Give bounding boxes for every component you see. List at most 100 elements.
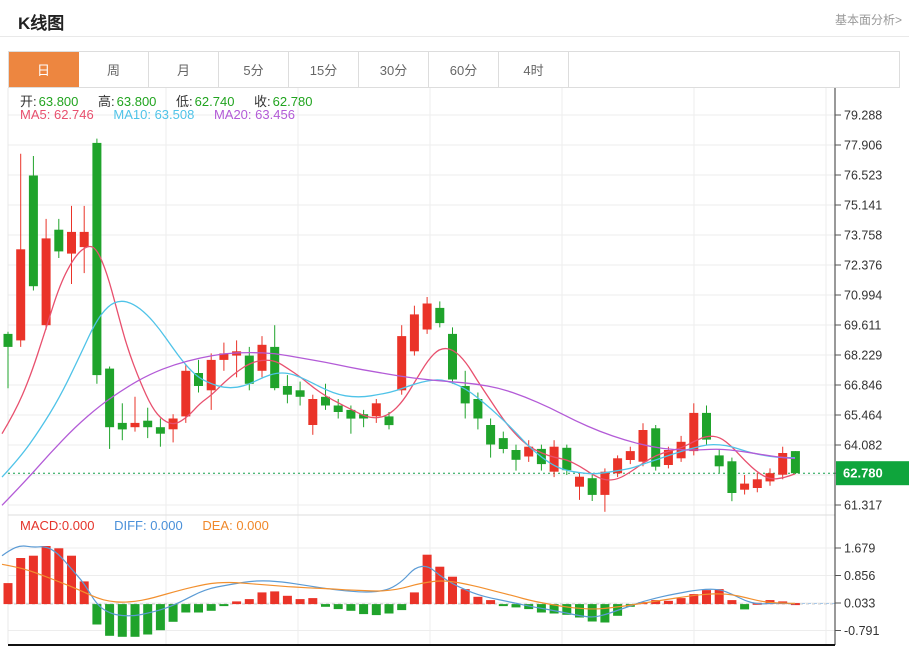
ma10-line: [1, 300, 795, 478]
candle: [41, 238, 51, 326]
interval-tab-bar: 日周月 5分 15分 30分 60分 4时: [8, 51, 900, 88]
macd-bar: [397, 604, 407, 611]
macd-bar: [486, 600, 496, 605]
candle: [384, 416, 394, 426]
y-axis: 79.288 77.906 76.523 75.141 73.758 72.376 70.9…: [834, 88, 882, 645]
candle: [524, 446, 534, 457]
candle: [28, 175, 38, 287]
main-tick-label: 65.464: [844, 409, 882, 423]
candle: [3, 333, 13, 347]
candle: [397, 336, 407, 391]
current-price-badge: 62.780: [835, 461, 909, 486]
candle: [790, 451, 800, 474]
kline-chart-canvas[interactable]: 79.288 77.906 76.523 75.141 73.758 72.376 70.9…: [0, 88, 909, 648]
tab-month[interactable]: 月: [149, 52, 219, 87]
candle: [105, 368, 115, 428]
macd-bar: [359, 604, 369, 615]
candle: [549, 446, 559, 472]
candle: [282, 386, 292, 395]
candle: [460, 386, 470, 404]
macd-tick-label: 0.856: [844, 569, 875, 583]
candle: [562, 447, 572, 471]
main-tick-label: 69.611: [844, 319, 881, 333]
macd-bar: [422, 554, 432, 605]
candle: [613, 458, 623, 474]
candle: [702, 412, 711, 440]
candle: [575, 476, 584, 487]
macd-bar: [181, 604, 191, 613]
candle: [752, 479, 762, 488]
macd-bar: [54, 548, 64, 605]
tab-week[interactable]: 周: [79, 52, 149, 87]
macd-bar: [41, 546, 51, 605]
candle: [714, 455, 724, 467]
tab-5min[interactable]: 5分: [219, 52, 289, 87]
candle: [155, 427, 165, 434]
dea-line: [1, 563, 796, 610]
main-tick-label: 79.288: [844, 109, 882, 123]
macd-bar: [689, 594, 699, 605]
candle: [409, 314, 419, 352]
main-tick-label: 70.994: [844, 289, 882, 303]
candle: [625, 451, 635, 460]
macd-bar: [587, 604, 597, 622]
candle: [219, 353, 229, 360]
chart-area: 79.288 77.906 76.523 75.141 73.758 72.376 70.9…: [0, 88, 909, 648]
macd-bar: [676, 598, 686, 605]
main-tick-label: 72.376: [844, 259, 882, 273]
candle: [308, 399, 318, 425]
macd-tick-label: -0.791: [844, 624, 879, 638]
svg-text:62.780: 62.780: [843, 466, 883, 481]
candle: [16, 249, 26, 341]
candle: [422, 303, 432, 330]
macd-bar: [168, 604, 178, 622]
macd-bar: [714, 589, 724, 605]
macd-bar: [371, 604, 381, 616]
tab-60min[interactable]: 60分: [429, 52, 499, 87]
macd-bar: [194, 604, 203, 613]
candle: [473, 399, 483, 419]
candle: [346, 409, 356, 419]
candle: [181, 370, 191, 417]
macd-bar: [16, 558, 26, 605]
fundamental-analysis-link[interactable]: 基本面分析>: [834, 13, 902, 27]
candle: [587, 478, 597, 495]
macd-bar: [321, 604, 330, 607]
candle: [321, 396, 330, 406]
candle: [130, 422, 140, 428]
macd-bar: [219, 604, 229, 607]
macd-bar: [270, 591, 280, 605]
main-tick-label: 61.317: [844, 499, 882, 513]
candle: [778, 453, 788, 475]
candle: [67, 231, 76, 254]
macd-bar: [498, 604, 508, 607]
macd-bar: [3, 583, 13, 605]
candle: [79, 231, 89, 248]
candle: [765, 473, 775, 482]
candle: [359, 414, 369, 419]
main-tick-label: 75.141: [844, 199, 882, 213]
candle: [206, 359, 216, 391]
tab-30min[interactable]: 30分: [359, 52, 429, 87]
macd-bar: [333, 604, 343, 610]
macd-tick-label: 1.679: [844, 542, 875, 556]
tab-4hour[interactable]: 4时: [499, 52, 569, 87]
candle: [54, 229, 64, 252]
candle: [270, 346, 280, 389]
candle: [727, 461, 737, 493]
tab-15min[interactable]: 15分: [289, 52, 359, 87]
macd-bar: [206, 604, 216, 611]
grid: [7, 88, 835, 644]
macd-histogram: [3, 546, 800, 637]
candle: [498, 438, 508, 449]
candle: [663, 450, 673, 465]
main-tick-label: 76.523: [844, 169, 882, 183]
tab-day[interactable]: 日: [9, 52, 79, 87]
macd-bar: [460, 589, 470, 605]
macd-bar: [295, 599, 305, 605]
macd-bar: [346, 604, 356, 611]
macd-bar: [244, 599, 254, 605]
main-tick-label: 66.846: [844, 379, 882, 393]
candle: [448, 333, 457, 380]
candle: [435, 307, 445, 324]
